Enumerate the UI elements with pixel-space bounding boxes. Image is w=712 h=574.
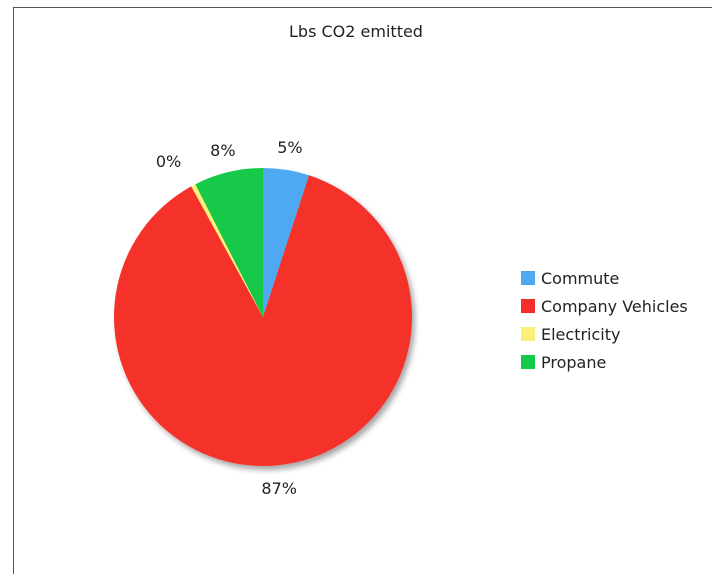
- legend-swatch: [521, 271, 535, 285]
- legend-label: Company Vehicles: [541, 296, 688, 316]
- data-label-commute: 5%: [277, 138, 302, 157]
- data-label-propane: 8%: [210, 141, 235, 160]
- legend-label: Electricity: [541, 324, 621, 344]
- data-label-company-vehicles: 87%: [261, 479, 297, 498]
- pie-slice-company-vehicles[interactable]: [114, 175, 412, 467]
- legend-label: Commute: [541, 268, 620, 288]
- legend-item-propane[interactable]: Propane: [521, 348, 688, 376]
- pie-slice-commute[interactable]: [263, 168, 310, 317]
- legend-swatch: [521, 355, 535, 369]
- chart-title: Lbs CO2 emitted: [289, 22, 423, 41]
- pie-slice-propane[interactable]: [195, 168, 263, 317]
- legend-item-commute[interactable]: Commute: [521, 264, 688, 292]
- legend-label: Propane: [541, 352, 607, 372]
- legend-swatch: [521, 327, 535, 341]
- legend-swatch: [521, 299, 535, 313]
- legend-item-company-vehicles[interactable]: Company Vehicles: [521, 292, 688, 320]
- legend: Commute Company Vehicles Electricity Pro…: [521, 264, 688, 376]
- pie-slice-electricity[interactable]: [191, 184, 263, 317]
- legend-item-electricity[interactable]: Electricity: [521, 320, 688, 348]
- data-label-electricity: 0%: [156, 152, 181, 171]
